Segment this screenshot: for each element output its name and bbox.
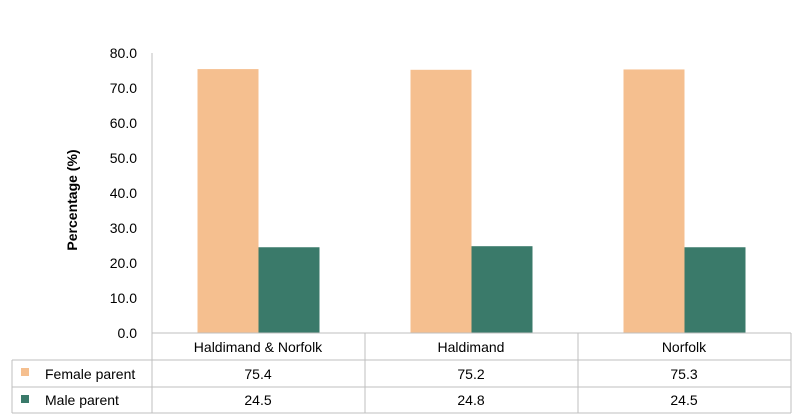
- bars: [197, 69, 746, 334]
- legend-key-female: [21, 368, 29, 376]
- table-value: 75.3: [670, 366, 697, 382]
- y-tick-label: 40.0: [110, 185, 137, 201]
- legend-key-male: [21, 395, 29, 403]
- bar-male-parent: [471, 246, 533, 333]
- y-axis-title: Percentage (%): [64, 149, 80, 250]
- bar-female-parent: [623, 69, 685, 333]
- bar-male-parent: [258, 247, 320, 333]
- bar-female-parent: [197, 69, 259, 333]
- y-tick-label: 20.0: [110, 255, 137, 271]
- bar-male-parent: [684, 247, 746, 333]
- table-value: 75.4: [244, 366, 271, 382]
- y-tick-label: 10.0: [110, 290, 137, 306]
- table-value: 24.5: [244, 392, 271, 408]
- legend-label-male: Male parent: [45, 392, 119, 408]
- bar-female-parent: [410, 69, 472, 334]
- category-label: Haldimand & Norfolk: [194, 339, 323, 355]
- y-tick-labels: 0.0 10.0 20.0 30.0 40.0 50.0 60.0 70.0 80.0: [110, 45, 137, 341]
- y-tick-label: 30.0: [110, 220, 137, 236]
- category-label: Norfolk: [662, 339, 707, 355]
- y-tick-label: 0.0: [118, 325, 138, 341]
- legend-label-female: Female parent: [45, 366, 135, 382]
- y-tick-label: 50.0: [110, 150, 137, 166]
- table-value: 75.2: [457, 366, 484, 382]
- data-table: Haldimand & Norfolk Haldimand Norfolk Fe…: [11, 332, 792, 414]
- y-tick-label: 80.0: [110, 45, 137, 61]
- table-value: 24.8: [457, 392, 484, 408]
- y-tick-label: 70.0: [110, 80, 137, 96]
- table-value: 24.5: [670, 392, 697, 408]
- category-label: Haldimand: [438, 339, 505, 355]
- y-tick-label: 60.0: [110, 115, 137, 131]
